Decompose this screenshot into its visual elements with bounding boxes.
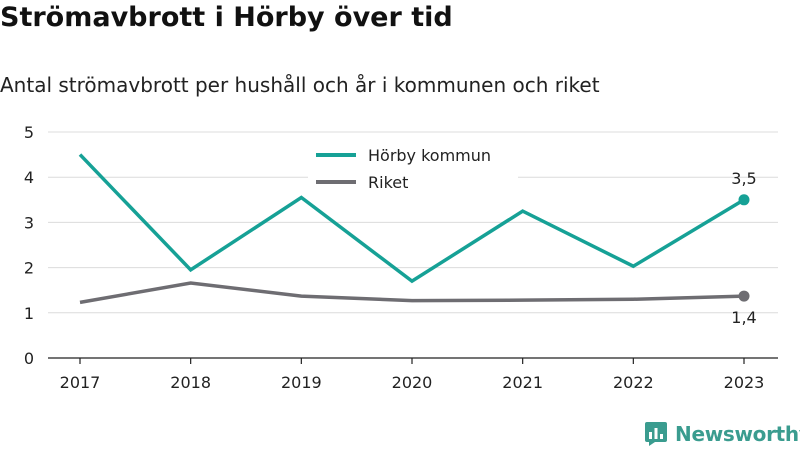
line-chart: 0 1 2 3 4 5 2017 2018 2019 2020 2021 2022 2023 3,5 1,… [24, 123, 778, 392]
x-tick-label: 2021 [502, 373, 543, 392]
series-end-point [738, 290, 750, 302]
legend-background [308, 141, 518, 197]
x-tick-label: 2022 [613, 373, 654, 392]
x-tick-label: 2019 [281, 373, 322, 392]
data-label: 3,5 [731, 169, 756, 188]
x-tick-label: 2017 [60, 373, 101, 392]
y-tick-label: 2 [24, 259, 34, 278]
data-label: 1,4 [731, 308, 756, 327]
x-tick-label: 2023 [724, 373, 765, 392]
y-tick-label: 4 [24, 168, 34, 187]
y-tick-label: 1 [24, 304, 34, 323]
brand-logo: Newsworthy [645, 420, 800, 448]
y-tick-label: 5 [24, 123, 34, 142]
chart-subtitle: Antal strömavbrott per hushåll och år i … [0, 73, 600, 97]
brand-name: Newsworthy [675, 422, 800, 446]
x-tick-label: 2018 [170, 373, 211, 392]
legend-label: Hörby kommun [368, 146, 491, 165]
y-tick-label: 0 [24, 349, 34, 368]
newsworthy-logo-icon [645, 422, 667, 446]
series-end-point [738, 194, 750, 206]
y-tick-label: 3 [24, 213, 34, 232]
series-line [78, 153, 745, 284]
chart-title: Strömavbrott i Hörby över tid [0, 2, 453, 33]
legend-label: Riket [368, 173, 408, 192]
series-line [79, 281, 745, 305]
x-tick-label: 2020 [392, 373, 433, 392]
